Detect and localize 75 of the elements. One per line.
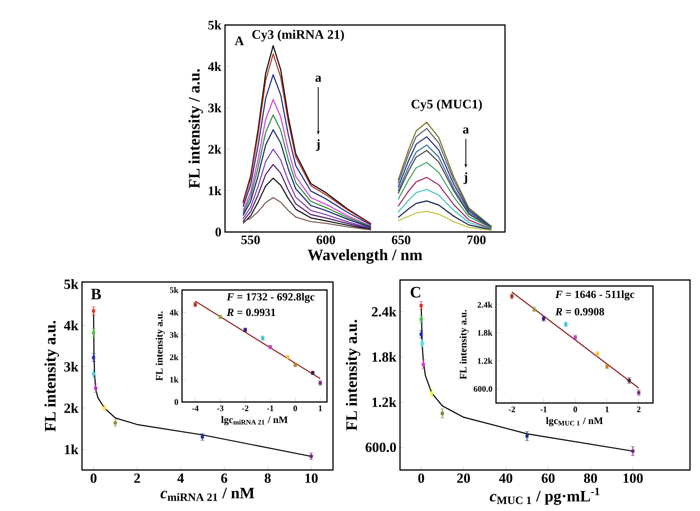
y-axis-title: FL intensity a.u. xyxy=(346,320,360,431)
x-tick-label: 80 xyxy=(584,474,597,483)
x-tick-label: 6 xyxy=(221,474,228,483)
x-tick-label: -4 xyxy=(192,406,199,412)
y-tick-label: 600.0 xyxy=(474,386,492,392)
y-tick-label: 4k xyxy=(64,320,78,330)
y-axis-title: FL intensity a.u. xyxy=(156,312,165,381)
x-axis-title: lgc$_{miRNA 21}$ / nM xyxy=(221,416,288,426)
annotation: a xyxy=(315,76,322,82)
x-tick-label: 4 xyxy=(177,473,184,483)
x-tick-label: -2 xyxy=(508,406,516,412)
x-tick-label: -2 xyxy=(242,406,248,412)
x-tick-label: 0 xyxy=(574,406,578,412)
x-axis-title: c$_{MUC 1}$ / pg·mL$^{-1}$ xyxy=(490,488,600,505)
y-tick-label: 2.4k xyxy=(372,306,396,317)
annotation: R = 0.9931 xyxy=(226,308,276,316)
x-tick-label: 40 xyxy=(499,474,512,483)
x-tick-label: 1 xyxy=(318,406,322,412)
y-axis-title: FL intensity a.u. xyxy=(44,320,59,432)
x-tick-label: 10 xyxy=(305,474,318,483)
x-tick-label: 600 xyxy=(316,236,336,244)
x-axis-title: Wavelength / nm xyxy=(308,249,422,264)
y-tick-label: 1k xyxy=(170,376,178,383)
y-tick-label: 0 xyxy=(216,228,221,236)
y-tick-label: 2k xyxy=(170,354,178,360)
annotation: F = 1732 - 692.8lgc xyxy=(226,292,315,303)
y-tick-label: 3k xyxy=(64,362,78,372)
y-tick-label: 2.4k xyxy=(478,302,492,308)
y-tick-label: 3k xyxy=(208,103,222,112)
x-tick-label: 60 xyxy=(542,474,555,483)
x-tick-label: -1 xyxy=(540,406,547,412)
y-tick-label: 4k xyxy=(208,62,222,71)
y-tick-label: 1.2k xyxy=(372,397,396,408)
annotation: B xyxy=(91,288,101,300)
x-tick-label: 550 xyxy=(241,236,260,244)
annotation: j xyxy=(464,172,468,184)
x-tick-label: 20 xyxy=(457,474,470,483)
annotation: Cy3 (miRNA 21) xyxy=(252,30,344,42)
y-tick-label: 1.8k xyxy=(478,330,492,336)
y-tick-label: 600.0 xyxy=(366,442,396,452)
y-axis-title: FL intensity a.u. xyxy=(460,310,469,380)
y-tick-label: 3k xyxy=(170,332,178,338)
y-tick-label: 2k xyxy=(208,144,222,154)
annotation: C xyxy=(410,286,420,298)
x-tick-label: -3 xyxy=(217,406,224,412)
annotation: R = 0.9908 xyxy=(555,308,604,316)
x-tick-label: 2 xyxy=(636,406,640,412)
x-tick-label: 0 xyxy=(293,406,298,412)
x-tick-label: 700 xyxy=(467,236,486,244)
y-tick-label: 1.8k xyxy=(372,352,396,362)
x-tick-label: 650 xyxy=(392,236,410,244)
x-axis-title: c$_{miRNA 21}$ / nM xyxy=(160,488,254,501)
x-tick-label: 1 xyxy=(606,406,609,412)
x-axis-title: lgc$_{MUC 1}$ / nM xyxy=(546,417,603,426)
x-tick-label: 2 xyxy=(134,474,140,483)
y-tick-label: 4k xyxy=(170,309,178,316)
y-tick-label: 5k xyxy=(208,20,222,30)
annotation: F = 1646 - 511lgc xyxy=(555,290,634,300)
annotation: A xyxy=(234,36,244,46)
y-tick-label: 0 xyxy=(174,399,178,405)
y-tick-label: 5k xyxy=(64,279,78,289)
x-tick-label: 100 xyxy=(624,474,643,483)
y-tick-label: 2k xyxy=(64,403,78,413)
annotation: Cy5 (MUC1) xyxy=(411,99,482,112)
y-tick-label: 5k xyxy=(170,287,178,293)
x-tick-label: 0 xyxy=(90,474,96,483)
x-tick-label: 0 xyxy=(418,474,424,483)
annotation: a xyxy=(462,127,469,134)
annotation: j xyxy=(316,139,320,151)
x-tick-label: -1 xyxy=(267,406,274,412)
y-tick-label: 1.2k xyxy=(478,358,492,364)
y-axis-title: FL intensity / a.u. xyxy=(188,69,203,188)
x-tick-label: 8 xyxy=(264,474,271,483)
y-tick-label: 1k xyxy=(64,444,78,454)
y-tick-label: 1k xyxy=(208,186,222,196)
